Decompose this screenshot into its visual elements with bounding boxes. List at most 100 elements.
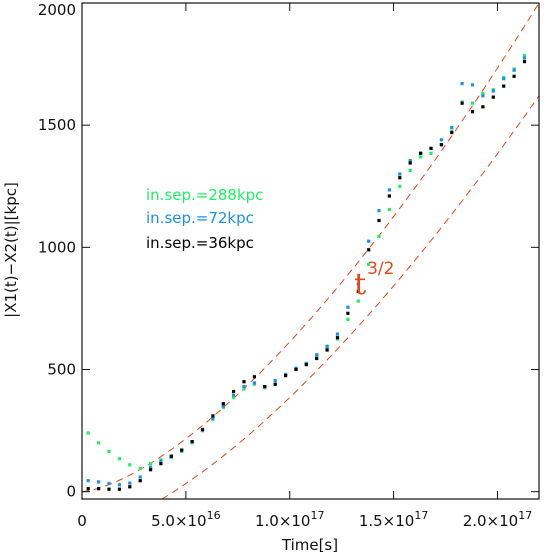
data-point bbox=[128, 463, 132, 467]
data-point bbox=[419, 155, 423, 159]
data-point bbox=[97, 441, 101, 445]
annotation-exponent: 3/2 bbox=[367, 259, 394, 279]
data-point bbox=[169, 454, 173, 458]
data-point bbox=[149, 468, 153, 472]
data-point bbox=[512, 68, 516, 72]
data-point bbox=[356, 299, 360, 303]
data-point bbox=[128, 485, 132, 489]
data-point bbox=[211, 416, 215, 420]
data-point bbox=[481, 91, 485, 95]
data-point bbox=[190, 440, 194, 444]
data-point bbox=[335, 332, 340, 336]
data-point bbox=[398, 176, 402, 180]
data-point bbox=[439, 143, 443, 147]
data-point bbox=[252, 375, 256, 379]
data-point bbox=[107, 481, 111, 485]
data-point bbox=[138, 475, 142, 479]
data-point bbox=[356, 289, 360, 293]
y-tick-label: 1500 bbox=[38, 116, 76, 134]
data-point bbox=[180, 448, 184, 452]
data-point bbox=[470, 101, 475, 105]
data-point bbox=[86, 479, 90, 483]
data-point bbox=[325, 344, 329, 348]
data-point bbox=[502, 84, 506, 88]
x-tick-label: 2.0×1017 bbox=[463, 509, 533, 530]
data-point bbox=[460, 101, 464, 105]
legend-entry-36kpc: in.sep.=36kpc bbox=[146, 234, 254, 252]
data-point bbox=[481, 105, 485, 109]
x-tick-label: 5.0×1016 bbox=[151, 509, 221, 530]
data-point bbox=[128, 481, 132, 485]
x-tick-label: 1.5×1017 bbox=[359, 509, 429, 530]
plot-frame bbox=[81, 2, 540, 500]
data-point bbox=[470, 110, 475, 114]
data-point bbox=[522, 60, 527, 64]
data-point bbox=[387, 188, 391, 192]
data-point bbox=[367, 248, 371, 252]
data-point bbox=[107, 449, 111, 453]
reference-curve-0 bbox=[81, 2, 540, 493]
data-point bbox=[481, 94, 485, 98]
data-point bbox=[325, 348, 329, 352]
data-point bbox=[367, 262, 371, 266]
data-point bbox=[273, 382, 277, 386]
data-point bbox=[377, 209, 381, 213]
data-point bbox=[304, 363, 308, 367]
data-point bbox=[263, 385, 267, 389]
data-point bbox=[429, 151, 433, 155]
x-tick-label: 0 bbox=[77, 512, 87, 530]
data-point bbox=[491, 89, 495, 93]
data-point bbox=[107, 487, 111, 491]
data-point bbox=[149, 462, 153, 466]
reference-curve-1 bbox=[161, 95, 540, 500]
data-point bbox=[450, 126, 454, 130]
data-point bbox=[346, 317, 350, 321]
data-point bbox=[522, 56, 527, 60]
annotation-base: t bbox=[354, 267, 366, 302]
data-points bbox=[86, 53, 527, 491]
data-point bbox=[377, 234, 381, 238]
x-axis-title: Time[s] bbox=[281, 536, 338, 554]
y-axis-title: |X1(t)−X2(t)|[kpc] bbox=[2, 182, 20, 318]
data-point bbox=[242, 387, 246, 391]
data-point bbox=[346, 311, 350, 315]
data-point bbox=[408, 159, 412, 163]
data-point bbox=[138, 466, 142, 471]
data-point bbox=[242, 385, 246, 389]
data-point bbox=[356, 282, 360, 286]
data-point bbox=[294, 367, 298, 372]
x-tick-label: 1.0×1017 bbox=[255, 509, 325, 530]
annotation-t32: t 3/2 bbox=[354, 259, 394, 302]
data-point bbox=[315, 356, 319, 361]
data-point bbox=[398, 184, 402, 188]
data-point bbox=[346, 305, 350, 309]
data-point bbox=[387, 194, 391, 198]
data-point bbox=[242, 380, 246, 384]
y-axis-ticks: 0 500 1000 1500 2000 bbox=[38, 1, 539, 501]
reference-curves bbox=[81, 2, 540, 500]
data-point bbox=[159, 462, 163, 466]
data-point bbox=[211, 414, 215, 418]
data-point bbox=[252, 381, 256, 385]
data-point bbox=[335, 336, 340, 340]
data-point bbox=[398, 172, 402, 176]
data-point bbox=[138, 479, 142, 483]
data-point bbox=[149, 465, 153, 469]
data-point bbox=[86, 487, 90, 491]
y-tick-label: 2000 bbox=[38, 1, 76, 19]
data-point bbox=[512, 74, 516, 78]
data-point bbox=[408, 168, 412, 172]
data-point bbox=[408, 161, 412, 165]
data-point bbox=[232, 389, 236, 394]
data-point bbox=[429, 146, 433, 150]
data-point bbox=[284, 374, 288, 378]
data-point bbox=[221, 402, 225, 406]
data-point bbox=[200, 427, 205, 431]
data-point bbox=[367, 239, 371, 243]
legend-entry-72kpc: in.sep.=72kpc bbox=[146, 209, 254, 227]
data-point bbox=[470, 83, 475, 87]
legend-entry-288kpc: in.sep.=288kpc bbox=[146, 186, 263, 204]
data-point bbox=[232, 393, 236, 397]
data-point bbox=[117, 457, 121, 461]
